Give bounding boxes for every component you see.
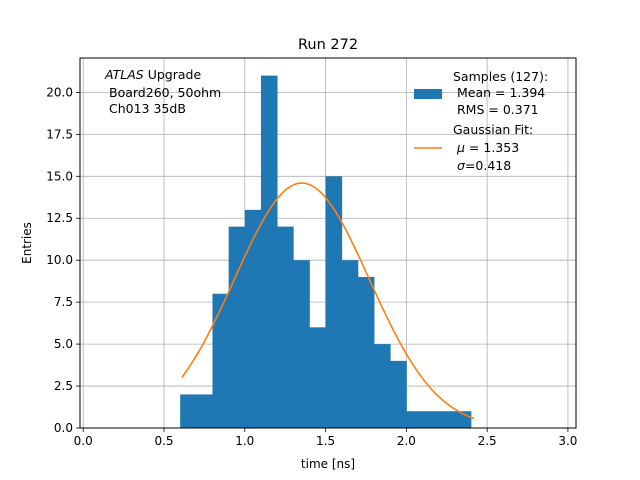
gaussian-fit-curve [181, 182, 475, 420]
annotation-line-2: Board260, 50ohm [109, 85, 221, 100]
annotation-upgrade: Upgrade [144, 67, 202, 82]
legend-samples-line-1: Samples (127): [453, 69, 548, 84]
x-tick-label-6: 3.0 [558, 434, 577, 448]
histogram-bar-7 [293, 260, 310, 428]
x-tick-label-1: 0.5 [154, 434, 173, 448]
x-tick-label-2: 1.0 [235, 434, 254, 448]
legend-fit-line-1: Gaussian Fit: [453, 122, 533, 137]
histogram-bar-11 [357, 276, 375, 428]
plot-frame [79, 57, 577, 429]
legend-samples-swatch [414, 89, 442, 99]
y-tick-label-5: 12.5 [46, 211, 73, 225]
legend-samples-line-2: Mean = 1.394 [457, 85, 545, 100]
histogram-bar-12 [374, 344, 391, 428]
x-tick-label-0: 0.0 [74, 434, 93, 448]
chart-title: Run 272 [298, 37, 358, 53]
annotation-block: ATLAS Upgrade Board260, 50ohm Ch013 35dB [104, 67, 221, 116]
legend-fit-line-3: σ=0.418 [457, 158, 511, 173]
x-tick-label-3: 1.5 [316, 434, 335, 448]
histogram-bar-8 [309, 327, 326, 428]
y-tick-label-4: 10.0 [46, 253, 73, 267]
y-tick-label-3: 7.5 [54, 295, 73, 309]
y-tick-label-2: 5.0 [54, 337, 73, 351]
legend-sigma-symbol: σ [457, 158, 466, 173]
histogram-bar-3 [228, 226, 246, 428]
legend-mu-value: = 1.353 [465, 140, 519, 155]
histogram-bar-15 [422, 411, 440, 428]
gaussian-fit-line [181, 182, 475, 420]
histogram-bar-9 [325, 176, 343, 428]
legend-mu-symbol: μ [456, 140, 465, 155]
annotation-line-1: ATLAS Upgrade [104, 67, 201, 82]
x-tick-label-5: 2.5 [478, 434, 497, 448]
legend: Samples (127): Mean = 1.394 RMS = 0.371 … [414, 69, 548, 173]
histogram-bars [180, 75, 472, 428]
histogram-bar-2 [212, 293, 230, 428]
x-axis-label: time [ns] [301, 457, 355, 471]
y-tick-label-6: 15.0 [46, 169, 73, 183]
x-tick-label-4: 2.0 [397, 434, 416, 448]
legend-sigma-value: =0.418 [465, 158, 511, 173]
histogram-bar-13 [390, 360, 407, 428]
x-axis-ticks: 0.0 0.5 1.0 1.5 2.0 2.5 3.0 [74, 428, 577, 448]
annotation-atlas: ATLAS [104, 67, 144, 82]
y-axis-label: Entries [20, 222, 34, 264]
y-tick-label-7: 17.5 [46, 127, 73, 141]
histogram-bar-1 [196, 394, 213, 428]
y-axis-ticks: 0.0 2.5 5.0 7.5 10.0 12.5 15.0 17.5 20.0 [46, 85, 80, 435]
histogram-bar-6 [277, 226, 294, 428]
histogram-bar-5 [260, 75, 278, 428]
legend-fit-line-2: μ = 1.353 [456, 140, 519, 155]
histogram-bar-10 [341, 260, 359, 428]
histogram-bar-0 [180, 394, 197, 428]
histogram-bar-16 [438, 411, 456, 428]
y-tick-label-0: 0.0 [54, 421, 73, 435]
y-tick-label-8: 20.0 [46, 85, 73, 99]
histogram-bar-4 [244, 209, 262, 428]
histogram-bar-14 [406, 411, 423, 428]
y-tick-label-1: 2.5 [54, 379, 73, 393]
annotation-line-3: Ch013 35dB [109, 101, 186, 116]
legend-samples-line-3: RMS = 0.371 [457, 102, 539, 117]
